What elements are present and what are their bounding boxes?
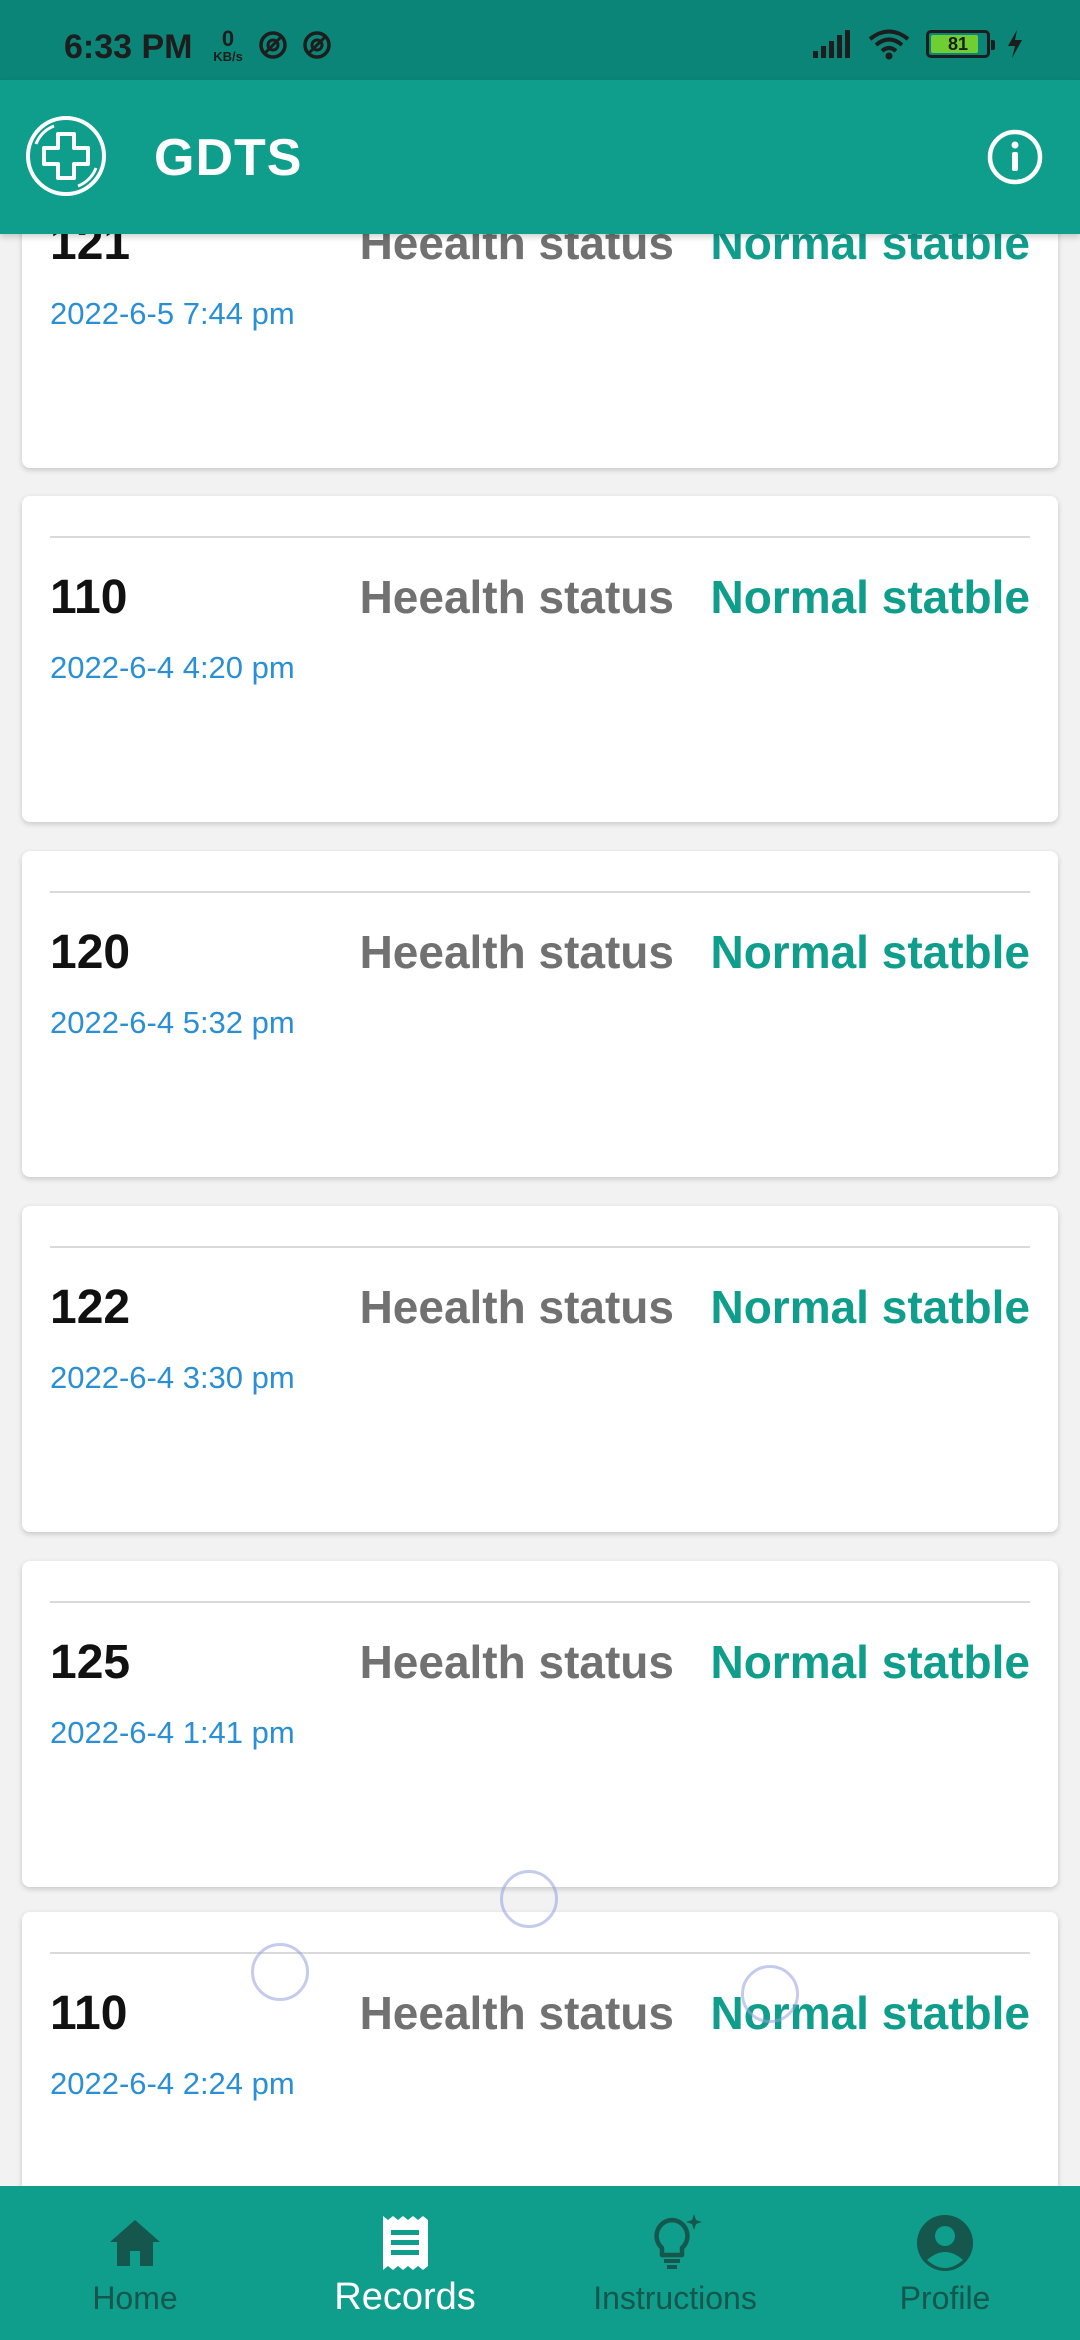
nav-item-instructions[interactable]: Instructions — [540, 2186, 810, 2340]
health-status-value: Normal statble — [710, 571, 1030, 623]
health-status-label: Heealth status — [359, 1636, 674, 1688]
record-card[interactable]: 110 2022-6-4 4:20 pm Heealth status Norm… — [22, 496, 1058, 822]
home-icon — [110, 2220, 160, 2266]
account-icon — [917, 2215, 973, 2271]
record-value: 125 — [50, 1636, 131, 1689]
status-time: 6:33 PM — [64, 28, 193, 66]
health-status-label: Heealth status — [359, 1281, 674, 1333]
network-speed-unit: KB/s — [213, 49, 243, 64]
record-date: 2022-6-4 1:41 pm — [50, 1715, 295, 1750]
health-status-label: Heealth status — [359, 926, 674, 978]
nav-item-records[interactable]: Records — [270, 2186, 540, 2340]
charging-icon — [1008, 30, 1022, 58]
card-divider — [50, 1601, 1030, 1603]
record-date: 2022-6-4 5:32 pm — [50, 1005, 295, 1040]
health-status-label: Heealth status — [359, 1987, 674, 2039]
record-card[interactable]: 125 2022-6-4 1:41 pm Heealth status Norm… — [22, 1561, 1058, 1887]
lightbulb-icon — [654, 2214, 702, 2269]
system-indicators: 81 — [812, 28, 1024, 60]
record-card[interactable]: 120 2022-6-4 5:32 pm Heealth status Norm… — [22, 851, 1058, 1177]
nav-label-instructions: Instructions — [593, 2280, 757, 2316]
signal-icon — [813, 30, 850, 58]
record-date: 2022-6-5 7:44 pm — [50, 296, 295, 331]
health-status-value: Normal statble — [710, 234, 1030, 269]
bottom-navigation: Home Records Instructions Profile — [0, 2186, 1080, 2340]
battery-level: 81 — [947, 33, 969, 54]
record-date: 2022-6-4 3:30 pm — [50, 1360, 295, 1395]
nav-label-records: Records — [334, 2276, 476, 2318]
record-value: 110 — [50, 571, 128, 624]
app-bar: GDTS — [0, 80, 1080, 234]
nav-label-home: Home — [92, 2280, 178, 2316]
health-status-value: Normal statble — [710, 1636, 1030, 1688]
touch-indicator — [741, 1965, 799, 2023]
record-value: 122 — [50, 1281, 131, 1334]
network-speed-value: 0 — [221, 26, 235, 51]
card-divider — [50, 536, 1030, 538]
card-divider — [50, 1246, 1030, 1248]
receipt-icon — [383, 2216, 428, 2270]
health-status-value: Normal statble — [710, 926, 1030, 978]
battery-icon: 81 — [926, 30, 995, 58]
card-divider — [50, 1952, 1030, 1954]
battery-fill — [931, 35, 978, 53]
record-date: 2022-6-4 4:20 pm — [50, 650, 295, 685]
record-card[interactable]: 122 2022-6-4 3:30 pm Heealth status Norm… — [22, 1206, 1058, 1532]
record-card[interactable]: 121 2022-6-5 7:44 pm Heealth status Norm… — [22, 234, 1058, 468]
info-icon[interactable] — [986, 128, 1044, 186]
network-speed: 0 KB/s — [208, 26, 248, 64]
card-divider — [50, 891, 1030, 893]
health-status-label: Heealth status — [359, 234, 674, 269]
app-title: GDTS — [154, 129, 303, 187]
record-value: 121 — [50, 234, 131, 270]
records-list[interactable]: 121 2022-6-5 7:44 pm Heealth status Norm… — [0, 234, 1080, 2186]
sync-notification-icon — [259, 31, 287, 59]
record-date: 2022-6-4 2:24 pm — [50, 2066, 295, 2101]
touch-indicator — [500, 1870, 558, 1928]
notification-icons — [258, 30, 332, 60]
sync-notification-icon — [303, 31, 331, 59]
record-card[interactable]: 110 2022-6-4 2:24 pm Heealth status Norm… — [22, 1912, 1058, 2186]
touch-indicator — [251, 1943, 309, 2001]
health-status-label: Heealth status — [359, 571, 674, 623]
status-bar: 6:33 PM 0 KB/s — [0, 0, 1080, 80]
nav-item-home[interactable]: Home — [0, 2186, 270, 2340]
nav-item-profile[interactable]: Profile — [810, 2186, 1080, 2340]
record-value: 120 — [50, 926, 131, 979]
nav-label-profile: Profile — [899, 2280, 991, 2316]
record-value: 110 — [50, 1987, 128, 2040]
wifi-icon — [868, 29, 910, 60]
health-status-value: Normal statble — [710, 1281, 1030, 1333]
medical-cross-logo-icon[interactable] — [24, 114, 108, 198]
